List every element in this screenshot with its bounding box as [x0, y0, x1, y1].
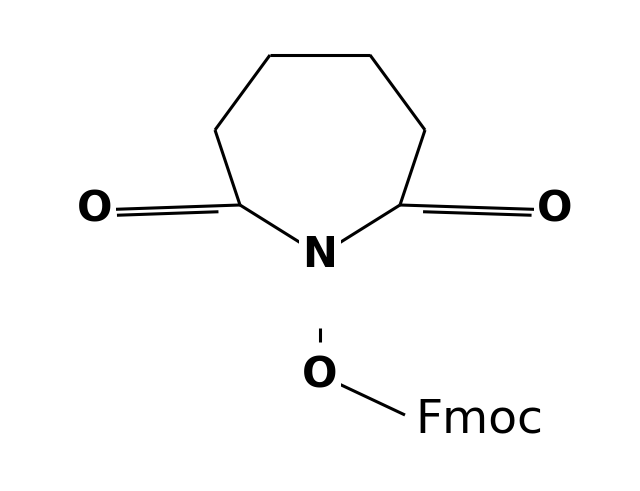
Text: Fmoc: Fmoc: [415, 398, 543, 442]
Text: O: O: [77, 189, 113, 231]
Text: N: N: [303, 234, 337, 276]
Text: O: O: [302, 354, 338, 396]
Text: O: O: [537, 189, 573, 231]
